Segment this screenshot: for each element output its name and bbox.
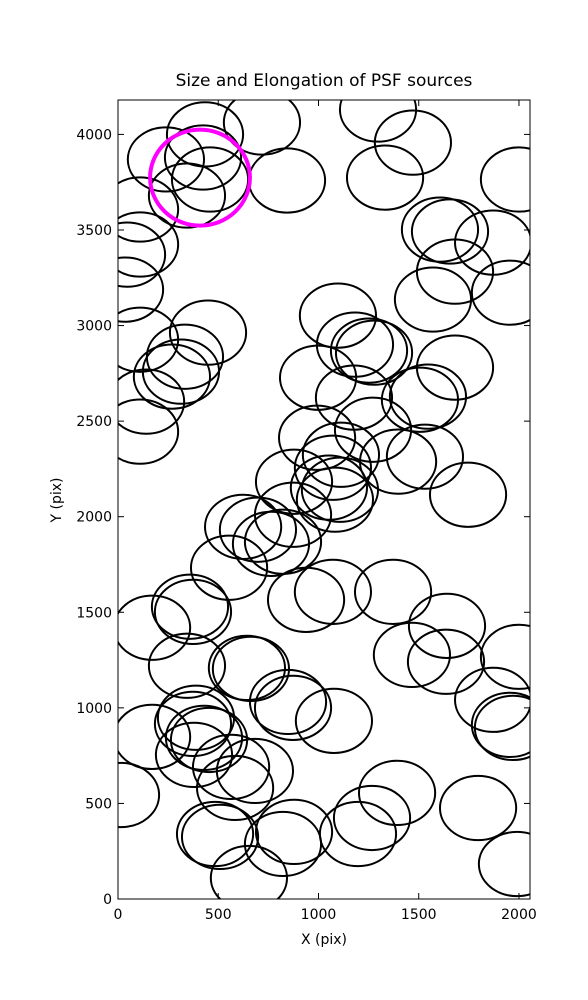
psf-source (215, 737, 295, 805)
psf-source (209, 844, 288, 899)
psf-source (293, 558, 373, 625)
psf-source (407, 592, 487, 659)
y-tick-label: 1000 (76, 701, 112, 717)
psf-source (353, 558, 433, 625)
psf-source (243, 810, 323, 878)
psf-source (132, 343, 212, 410)
psf-source (195, 754, 275, 822)
psf-source (301, 421, 381, 488)
psf-source (393, 266, 473, 333)
psf-source (329, 317, 409, 384)
psf-source (118, 368, 186, 435)
psf-source (141, 338, 221, 405)
psf-source (191, 733, 271, 801)
psf-source (254, 448, 334, 515)
psf-source (373, 109, 453, 176)
psf-source (357, 759, 437, 827)
y-tick-label: 1500 (76, 605, 112, 621)
psf-source (118, 761, 161, 829)
psf-source (298, 282, 378, 349)
psf-source (175, 800, 255, 868)
psf-source (388, 363, 468, 430)
psf-source (150, 573, 230, 640)
psf-source (118, 221, 167, 288)
psf-source (163, 124, 243, 191)
psf-source (410, 198, 490, 265)
psf-source (479, 146, 530, 213)
psf-source (293, 434, 373, 501)
psf-source (266, 566, 346, 633)
psf-source (118, 176, 180, 243)
y-tick-label: 4000 (76, 127, 112, 143)
y-tick-label: 2000 (76, 510, 112, 526)
psf-source (415, 334, 495, 401)
y-axis-label: Y (pix) (49, 478, 65, 524)
psf-source (338, 100, 418, 143)
psf-source (154, 721, 234, 788)
psf-source (406, 628, 486, 695)
psf-source (118, 398, 180, 465)
psf-source (126, 126, 206, 193)
psf-source (470, 691, 530, 758)
x-axis-label: X (pix) (301, 932, 347, 948)
psf-source (218, 496, 298, 563)
psf-source (385, 423, 465, 490)
x-tick-label: 500 (205, 907, 232, 923)
y-tick-label: 3000 (76, 319, 112, 335)
psf-source (153, 578, 233, 646)
psf-source (222, 100, 302, 156)
x-tick-label: 0 (114, 907, 123, 923)
psf-source (333, 396, 413, 463)
psf-source (438, 774, 518, 842)
x-tick-label: 1500 (401, 907, 437, 923)
psf-source (277, 404, 357, 471)
x-tick-label: 2000 (501, 907, 537, 923)
psf-source (294, 687, 374, 754)
y-tick-label: 2500 (76, 414, 112, 430)
plot-frame (117, 99, 531, 900)
psf-source (118, 211, 180, 278)
psf-source (147, 162, 227, 229)
psf-source (118, 256, 165, 323)
psf-source (253, 674, 333, 741)
y-tick-label: 3500 (76, 223, 112, 239)
psf-source (295, 466, 375, 533)
psf-source (332, 784, 412, 852)
psf-source (372, 621, 452, 689)
psf-source (147, 632, 227, 699)
psf-source (334, 319, 414, 386)
psf-source (428, 461, 508, 528)
psf-source (153, 690, 233, 758)
psf-source (118, 703, 192, 771)
psf-source (300, 456, 380, 523)
psf-source (180, 803, 260, 870)
y-tick-label: 500 (85, 796, 112, 812)
psf-source (345, 144, 425, 211)
chart-title: Size and Elongation of PSF sources (176, 71, 473, 91)
psf-source (470, 259, 530, 326)
psf-source (454, 666, 530, 733)
psf-source (479, 623, 530, 690)
psf-source (148, 127, 252, 228)
x-tick-label: 1000 (301, 907, 337, 923)
plot-area (118, 100, 530, 899)
psf-source (254, 798, 334, 866)
psf-source (415, 238, 495, 305)
psf-source (473, 694, 530, 762)
y-tick-label: 0 (103, 892, 112, 908)
psf-source (248, 668, 328, 736)
psf-source (477, 830, 530, 898)
psf-source (118, 594, 192, 661)
